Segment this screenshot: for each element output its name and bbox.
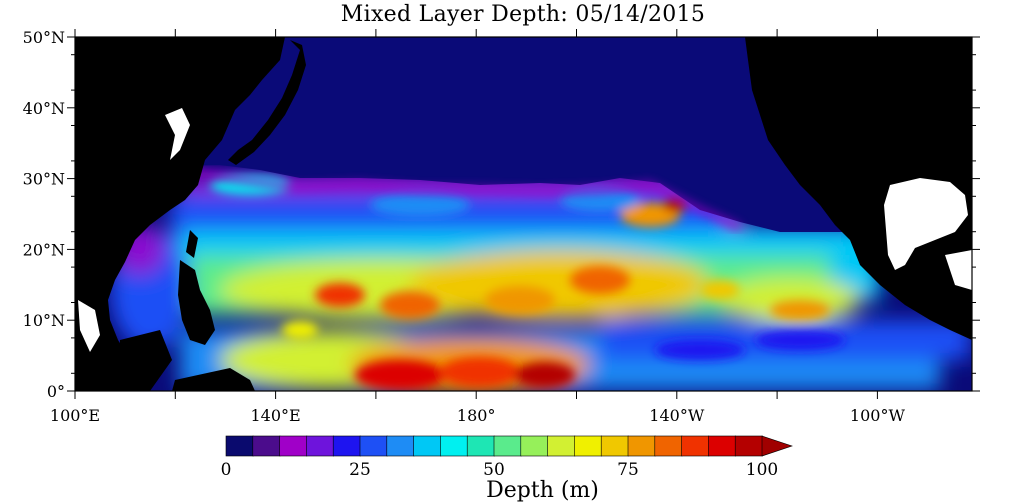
colorbar-segment <box>413 435 442 457</box>
colorbar-segment <box>520 435 549 457</box>
colorbar-extend-arrow <box>761 435 793 457</box>
colorbar-segment <box>681 435 710 457</box>
map-title: Mixed Layer Depth: 05/14/2015 <box>340 2 706 27</box>
colorbar-segment <box>252 435 281 457</box>
lat-tick-label: 30°N <box>23 170 65 189</box>
lon-tick-label: 140°W <box>649 406 705 425</box>
colorbar-segment <box>332 435 361 457</box>
borneo-island <box>118 330 172 391</box>
colorbar-segment <box>279 435 308 457</box>
lon-tick-label: 180° <box>457 406 496 425</box>
front-edge <box>189 169 742 231</box>
mixed-layer-depth-field <box>75 37 972 391</box>
colorbar-segment <box>600 435 629 457</box>
taiwan-island <box>186 230 198 258</box>
colorbar-segment <box>734 435 763 457</box>
asia-landmass <box>75 37 285 391</box>
depth-hotspots-layer <box>210 175 845 390</box>
colorbar-segment <box>306 435 334 457</box>
axis-ticks <box>67 29 980 399</box>
colorbar-segment <box>574 435 603 457</box>
axis-labels: 0° 10°N 20°N 30°N 40°N 50°N 100°E 140°E 180° 140°… <box>23 28 906 425</box>
colorbar-segment <box>225 435 254 457</box>
north-america-landmass <box>745 37 972 340</box>
land-masses <box>75 37 972 391</box>
lon-tick-label: 100°W <box>850 406 906 425</box>
lat-tick-label: 10°N <box>23 311 65 330</box>
lon-tick-label: 100°E <box>50 406 100 425</box>
colorbar-segment <box>493 435 522 457</box>
northern-shallow-region <box>75 37 972 240</box>
plot-frame <box>74 36 973 392</box>
colorbar-tick-label: 100 <box>746 460 778 480</box>
no-data-regions <box>78 108 972 352</box>
colorbar-segment <box>466 435 495 457</box>
lat-tick-label: 40°N <box>23 99 65 118</box>
colorbar-tick-label: 0 <box>221 460 232 480</box>
colorbar-segment <box>547 435 576 457</box>
colorbar: 0 25 50 75 100 <box>221 435 793 480</box>
philippines-islands <box>178 260 215 345</box>
colorbar-segment <box>359 435 388 457</box>
colorbar-segment <box>440 435 468 457</box>
japan-island <box>228 40 306 165</box>
colorbar-tick-label: 75 <box>617 460 639 480</box>
colorbar-tick-label: 50 <box>483 460 505 480</box>
bohai-sea-mask <box>165 108 190 160</box>
lat-tick-label: 0° <box>47 382 65 401</box>
new-guinea-island <box>172 368 255 391</box>
colorbar-segment <box>386 435 415 457</box>
gulf-of-thailand-mask <box>78 300 100 352</box>
lat-tick-label: 20°N <box>23 240 65 259</box>
lon-tick-label: 140°E <box>250 406 300 425</box>
colorbar-title: Depth (m) <box>486 478 599 503</box>
colorbar-tick-label: 25 <box>349 460 371 480</box>
gulf-of-mexico-mask <box>884 178 968 270</box>
colorbar-segment <box>708 435 737 457</box>
colorbar-segment <box>654 435 683 457</box>
colorbar-segment <box>627 435 656 457</box>
caribbean-mask <box>945 250 972 290</box>
lat-tick-label: 50°N <box>23 28 65 47</box>
